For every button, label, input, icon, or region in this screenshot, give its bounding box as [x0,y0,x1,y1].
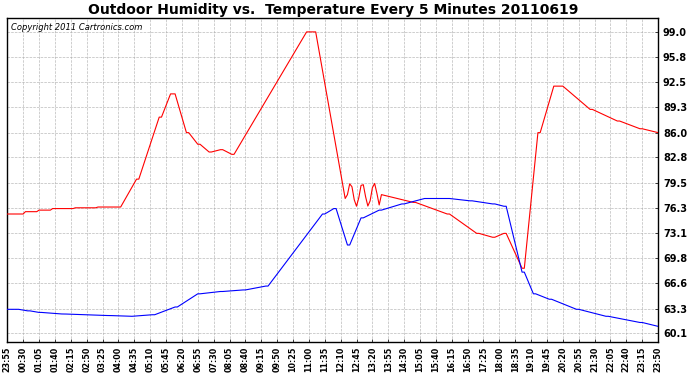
Text: Copyright 2011 Cartronics.com: Copyright 2011 Cartronics.com [10,23,142,32]
Title: Outdoor Humidity vs.  Temperature Every 5 Minutes 20110619: Outdoor Humidity vs. Temperature Every 5… [88,3,578,17]
